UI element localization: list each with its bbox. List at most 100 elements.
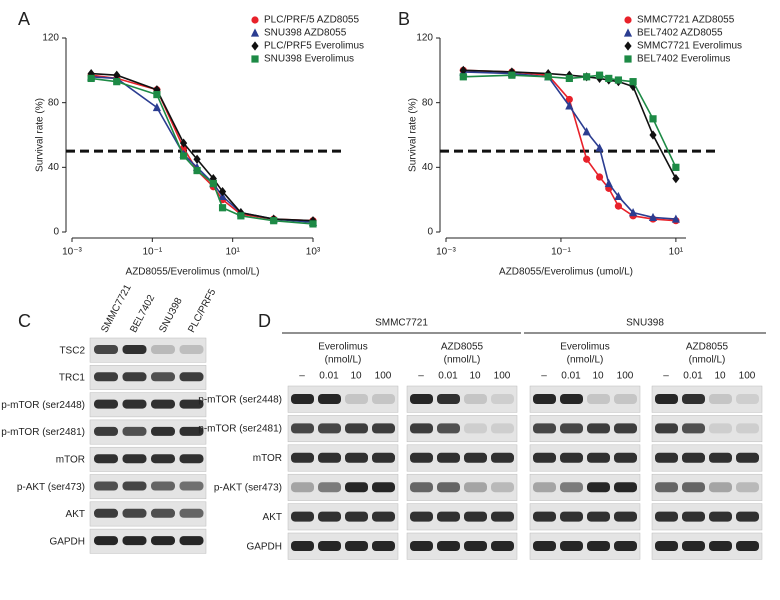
data-point (544, 73, 552, 81)
band (682, 423, 705, 434)
band (410, 394, 433, 404)
band (614, 541, 637, 551)
band (318, 423, 341, 434)
band (94, 454, 118, 464)
band (464, 541, 487, 551)
unit-label: (nmol/L) (325, 355, 362, 366)
data-point (459, 65, 467, 75)
band (464, 511, 487, 522)
band (614, 452, 637, 463)
band (736, 482, 759, 493)
band (345, 541, 368, 551)
band (151, 454, 175, 464)
band (122, 536, 147, 546)
data-point (649, 130, 657, 140)
data-point (179, 138, 188, 148)
legend-marker (251, 41, 259, 51)
band (491, 394, 514, 404)
band (614, 511, 637, 522)
row-label: p-mTOR (ser2481) (1, 427, 85, 438)
data-point (193, 154, 201, 164)
row-label: AKT (66, 509, 85, 520)
panel-label: A (18, 9, 30, 29)
panel-label: C (18, 311, 31, 331)
data-point (604, 178, 613, 188)
band (533, 452, 556, 463)
band (655, 423, 678, 434)
legend-label: SMMC7721 Everolimus (637, 41, 742, 52)
lane-label: 0.01 (683, 371, 703, 382)
band (560, 482, 583, 493)
band (587, 482, 610, 493)
band (345, 482, 368, 493)
data-point (179, 152, 188, 160)
band (151, 345, 175, 354)
band (122, 481, 147, 491)
band (372, 423, 395, 434)
band (736, 452, 759, 463)
band (122, 426, 147, 436)
band (122, 372, 147, 382)
data-point (565, 101, 574, 110)
band (587, 511, 610, 522)
data-point (672, 163, 680, 171)
x-tick-label: 10⁻¹ (551, 247, 571, 258)
band (151, 372, 175, 382)
band (587, 541, 610, 551)
band (533, 511, 556, 522)
data-point (218, 204, 227, 212)
band (587, 452, 610, 463)
x-axis-label: AZD8055/Everolimus (nmol/L) (126, 267, 260, 278)
y-tick-label: 40 (422, 162, 434, 173)
band (736, 394, 759, 404)
data-point (152, 102, 162, 112)
legend-marker (624, 55, 632, 63)
fit-curve (463, 69, 677, 180)
band (94, 508, 118, 518)
legend-label: BEL7402 Everolimus (637, 54, 730, 65)
band (94, 372, 118, 382)
band (179, 454, 204, 464)
y-axis-label: Survival rate (%) (35, 98, 46, 172)
y-tick-label: 80 (48, 97, 60, 108)
unit-label: (nmol/L) (567, 355, 604, 366)
band (437, 394, 460, 404)
band (345, 423, 368, 434)
row-label: GAPDH (246, 541, 282, 552)
legend-marker (251, 16, 259, 24)
band (655, 394, 678, 404)
legend-marker (624, 41, 632, 51)
band (345, 511, 368, 522)
lane-label: 100 (617, 371, 634, 382)
band (682, 452, 705, 463)
band (179, 399, 204, 409)
row-label: mTOR (253, 453, 282, 464)
data-point (508, 71, 516, 79)
lane-label: 0.01 (438, 371, 458, 382)
legend-label: SMMC7721 AZD8055 (637, 15, 735, 26)
row-label: TRC1 (59, 373, 86, 384)
data-point (113, 78, 121, 86)
band (318, 482, 341, 493)
data-point (237, 212, 245, 220)
data-point (582, 127, 591, 136)
band (587, 423, 610, 434)
band (179, 345, 204, 354)
data-point (309, 220, 317, 228)
lane-label: 10 (592, 371, 604, 382)
band (291, 511, 314, 522)
lane-label: – (418, 371, 424, 382)
band (437, 423, 460, 434)
data-point (193, 166, 201, 175)
band (533, 541, 556, 551)
data-point (595, 71, 604, 79)
band (94, 345, 118, 354)
band (372, 541, 395, 551)
y-tick-label: 120 (416, 33, 433, 44)
lane-label: 0.01 (561, 371, 581, 382)
x-axis-label: AZD8055/Everolimus (umol/L) (499, 267, 633, 278)
data-point (605, 74, 613, 83)
fit-curve (463, 74, 677, 168)
row-label: TSC2 (59, 345, 85, 356)
